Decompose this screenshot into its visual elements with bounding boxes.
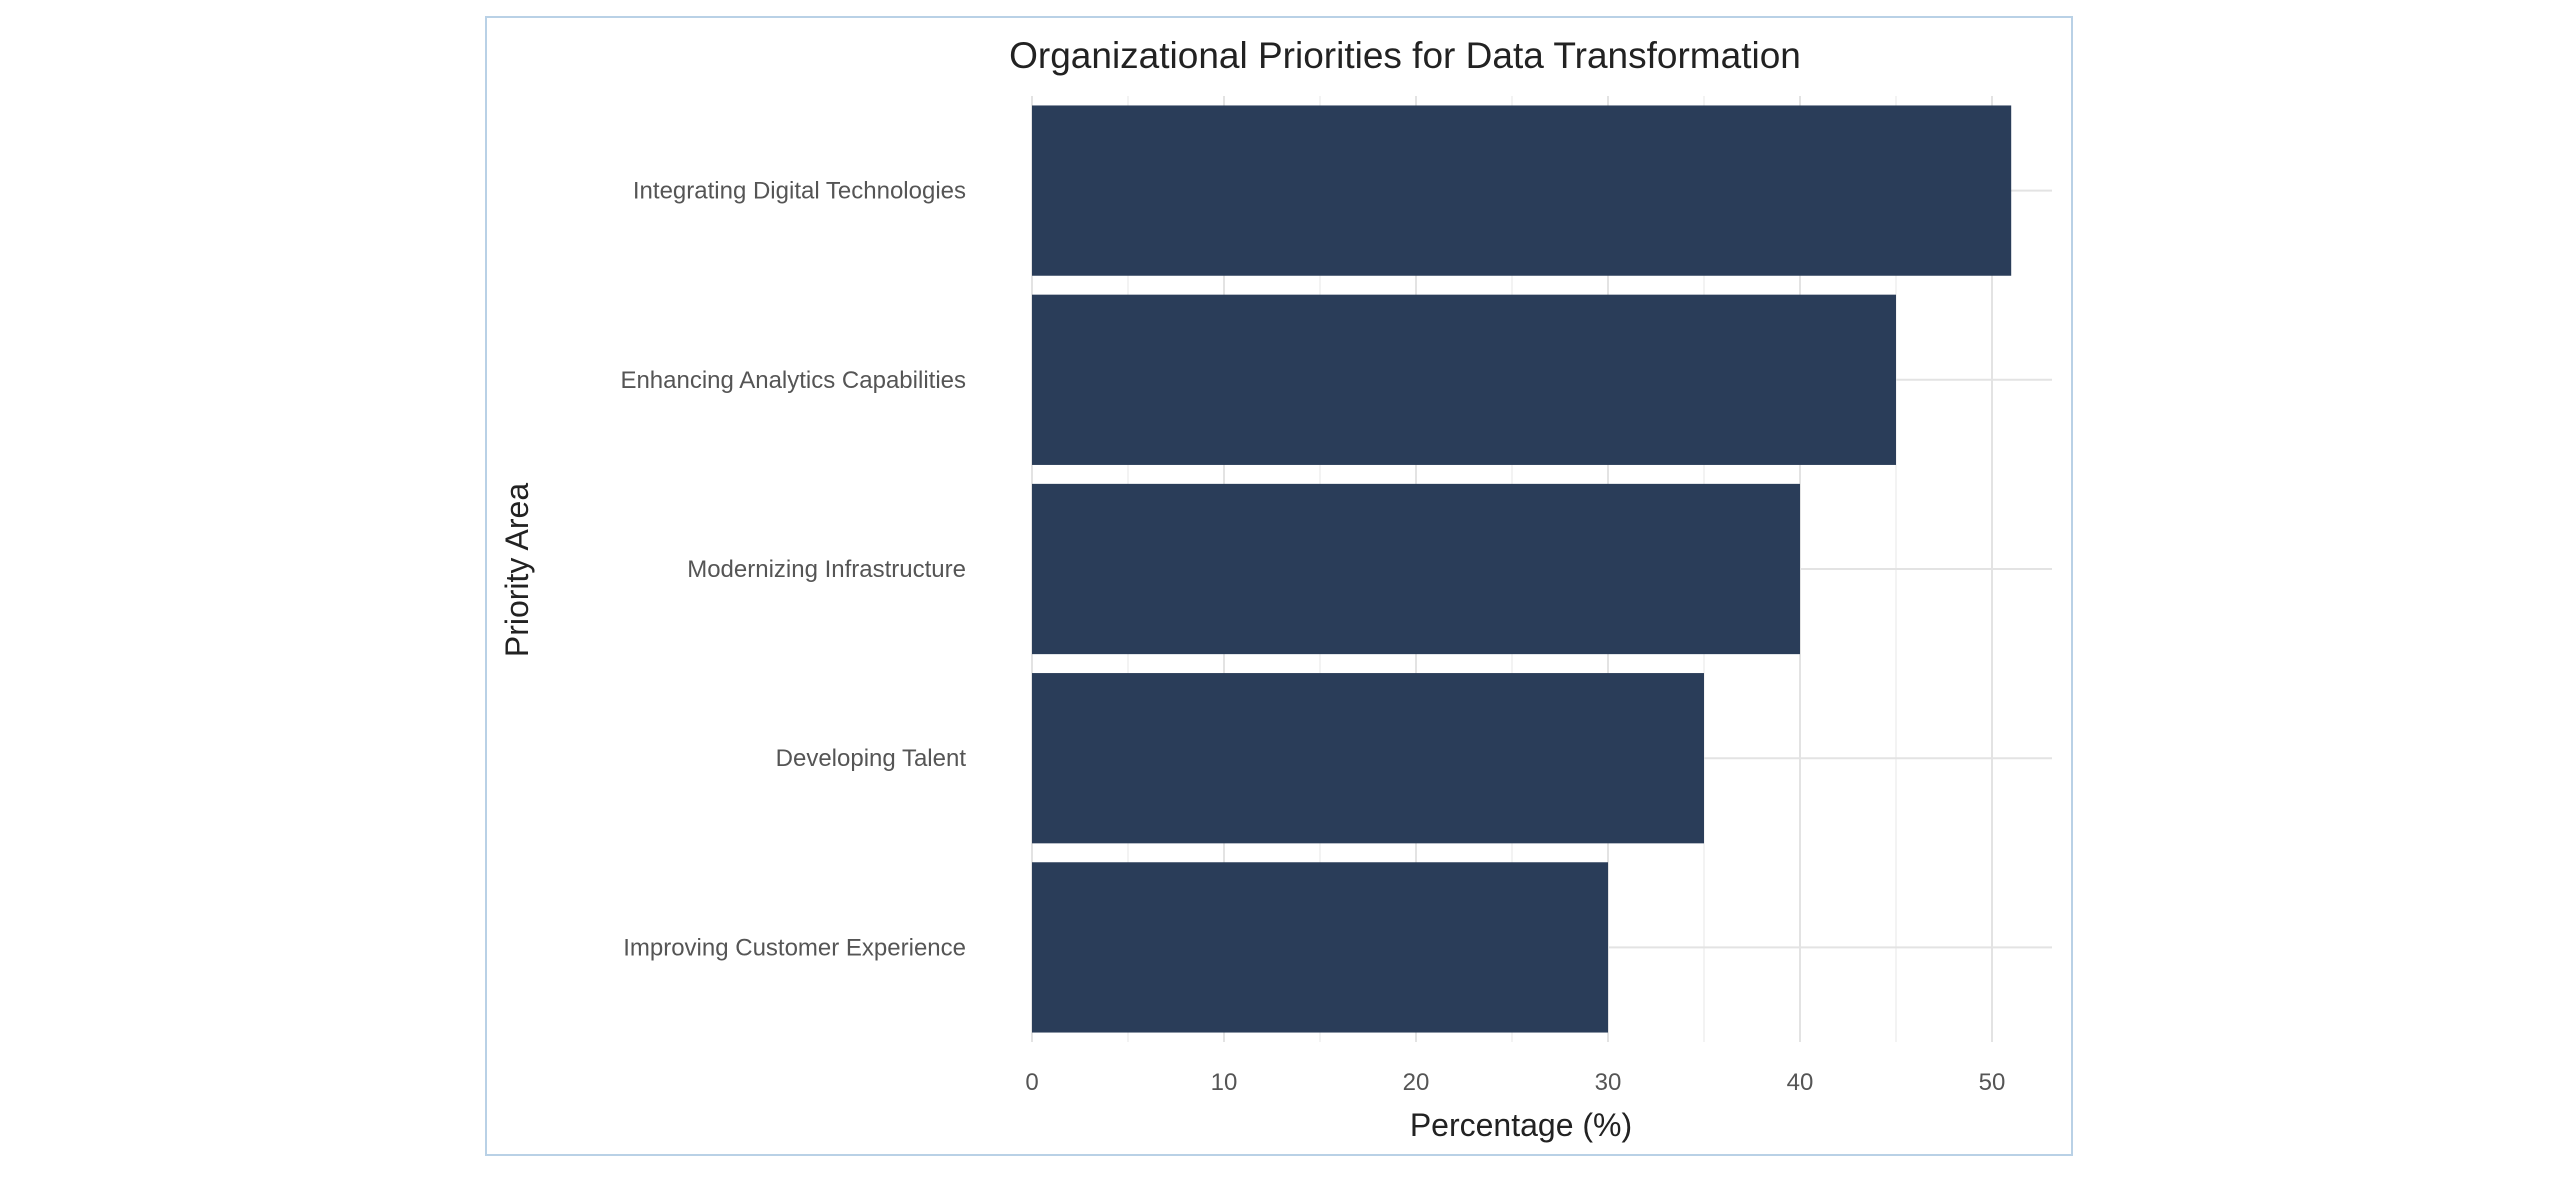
y-tick-label: Integrating Digital Technologies bbox=[633, 178, 966, 205]
bar bbox=[1032, 862, 1608, 1033]
y-axis-label: Priority Area bbox=[499, 483, 535, 657]
x-tick-labels: 0 10 20 30 40 50 bbox=[1025, 1069, 2005, 1096]
y-tick-label: Developing Talent bbox=[776, 745, 967, 772]
bar bbox=[1032, 294, 1896, 465]
x-tick-label: 50 bbox=[1979, 1069, 2006, 1096]
x-tick-label: 20 bbox=[1403, 1069, 1430, 1096]
y-tick-label: Improving Customer Experience bbox=[623, 934, 966, 961]
bars bbox=[1032, 105, 2012, 1033]
x-tick-label: 10 bbox=[1211, 1069, 1238, 1096]
y-tick-labels: Integrating Digital Technologies Enhancin… bbox=[620, 178, 966, 962]
bar bbox=[1032, 105, 2012, 276]
y-tick-label: Modernizing Infrastructure bbox=[687, 556, 966, 583]
chart-title: Organizational Priorities for Data Trans… bbox=[1009, 35, 1801, 76]
x-tick-label: 0 bbox=[1025, 1069, 1038, 1096]
bar bbox=[1032, 483, 1800, 655]
y-tick-label: Enhancing Analytics Capabilities bbox=[620, 367, 966, 394]
bar bbox=[1032, 673, 1704, 844]
x-tick-label: 40 bbox=[1787, 1069, 1814, 1096]
x-axis-label: Percentage (%) bbox=[1410, 1107, 1632, 1143]
x-tick-label: 30 bbox=[1595, 1069, 1622, 1096]
